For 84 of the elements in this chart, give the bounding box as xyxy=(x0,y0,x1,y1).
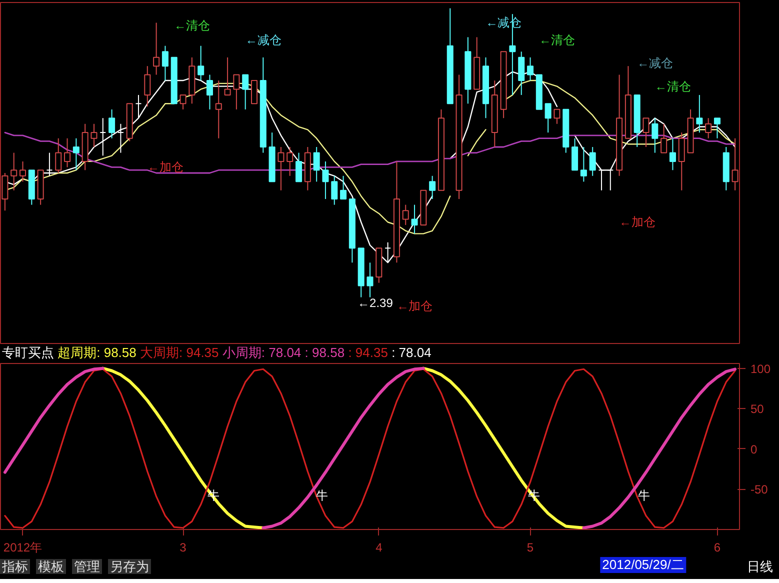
candlestick xyxy=(180,94,186,110)
text: 管理 xyxy=(72,559,102,574)
candlestick xyxy=(669,138,676,171)
candlestick xyxy=(714,118,720,139)
candlestick xyxy=(198,45,204,82)
candlestick xyxy=(411,204,418,234)
text: 另存为 xyxy=(108,559,151,574)
y-tick-label: 100 xyxy=(750,362,771,376)
text: : 78.04 xyxy=(392,345,432,360)
series-label: 超周期: 98.58 xyxy=(58,345,136,360)
candlestick xyxy=(322,160,329,200)
candlestick xyxy=(678,132,685,191)
candlestick xyxy=(286,146,294,176)
y-tick-label: -50 xyxy=(750,482,768,497)
candlestick xyxy=(10,152,18,191)
y-tick-label: 50 xyxy=(750,402,764,416)
text: 日线 xyxy=(747,559,773,574)
candlestick xyxy=(554,108,560,124)
text: 模板 xyxy=(36,559,66,574)
candlestick xyxy=(144,66,151,108)
candlestick xyxy=(607,170,614,191)
candlestick xyxy=(55,138,62,174)
annotation: ←减仓 xyxy=(245,33,282,48)
text: ←加仓 xyxy=(396,298,433,313)
annotation: ←清仓 xyxy=(539,33,576,48)
candlestick xyxy=(660,123,668,154)
candlestick xyxy=(652,118,658,154)
text: : 94.35 xyxy=(348,345,388,360)
candlestick xyxy=(135,94,142,119)
candlestick xyxy=(527,56,534,82)
candlestick xyxy=(340,175,347,200)
candlestick xyxy=(642,118,650,148)
candlestick xyxy=(162,45,168,82)
candlestick xyxy=(313,146,320,182)
candlestick xyxy=(117,123,124,154)
candlestick xyxy=(20,160,26,182)
candlestick xyxy=(429,175,436,200)
candlestick xyxy=(572,138,578,171)
x-tick-label: 3 xyxy=(180,540,187,554)
candlestick xyxy=(250,80,258,104)
candlestick xyxy=(233,74,240,110)
text: 小周期: 78.04 xyxy=(222,345,302,360)
x-tick-label: 2012年 xyxy=(3,540,42,554)
annotation: ←加仓 xyxy=(619,215,656,230)
candlestick xyxy=(64,138,71,168)
candlestick xyxy=(242,74,249,110)
candlestick xyxy=(2,172,8,212)
candlestick xyxy=(696,94,703,134)
candlestick xyxy=(589,146,596,176)
candlestick xyxy=(580,146,587,182)
text: 2012/05/29/二 xyxy=(600,557,686,573)
annotation: ←2.39 xyxy=(358,296,394,310)
candlestick xyxy=(224,56,231,96)
candlestick xyxy=(46,152,53,176)
candlestick xyxy=(598,170,605,191)
candlestick xyxy=(90,123,98,148)
y-tick-label: 0 xyxy=(750,442,758,456)
candlestick xyxy=(215,80,222,139)
annotation: ←清仓 xyxy=(654,79,691,94)
candlestick xyxy=(72,138,80,171)
candlestick xyxy=(331,175,338,206)
candlestick xyxy=(366,262,374,298)
text: 指标 xyxy=(0,559,30,574)
candlestick xyxy=(402,204,409,226)
candlestick xyxy=(705,118,712,139)
candlestick xyxy=(278,146,284,191)
text: 大周期: 94.35 xyxy=(140,345,219,360)
x-tick-label: 6 xyxy=(714,540,721,554)
annotation: 牛 xyxy=(638,488,650,503)
candlestick xyxy=(108,108,116,139)
candlestick xyxy=(100,118,106,156)
x-tick-label: 5 xyxy=(526,540,534,554)
x-tick-label: 4 xyxy=(376,540,383,554)
candlestick xyxy=(518,51,525,96)
candlestick xyxy=(206,74,213,110)
annotation: ←减仓 xyxy=(637,56,674,70)
candlestick xyxy=(544,103,552,134)
candlestick xyxy=(732,138,738,191)
candlestick xyxy=(153,22,160,76)
text: : 98.58 xyxy=(304,345,345,360)
annotation: ←清仓 xyxy=(174,18,210,33)
candlestick xyxy=(296,152,302,182)
annotation: ←加仓 xyxy=(147,160,184,174)
chart-title: 专盯买点 xyxy=(2,345,54,360)
